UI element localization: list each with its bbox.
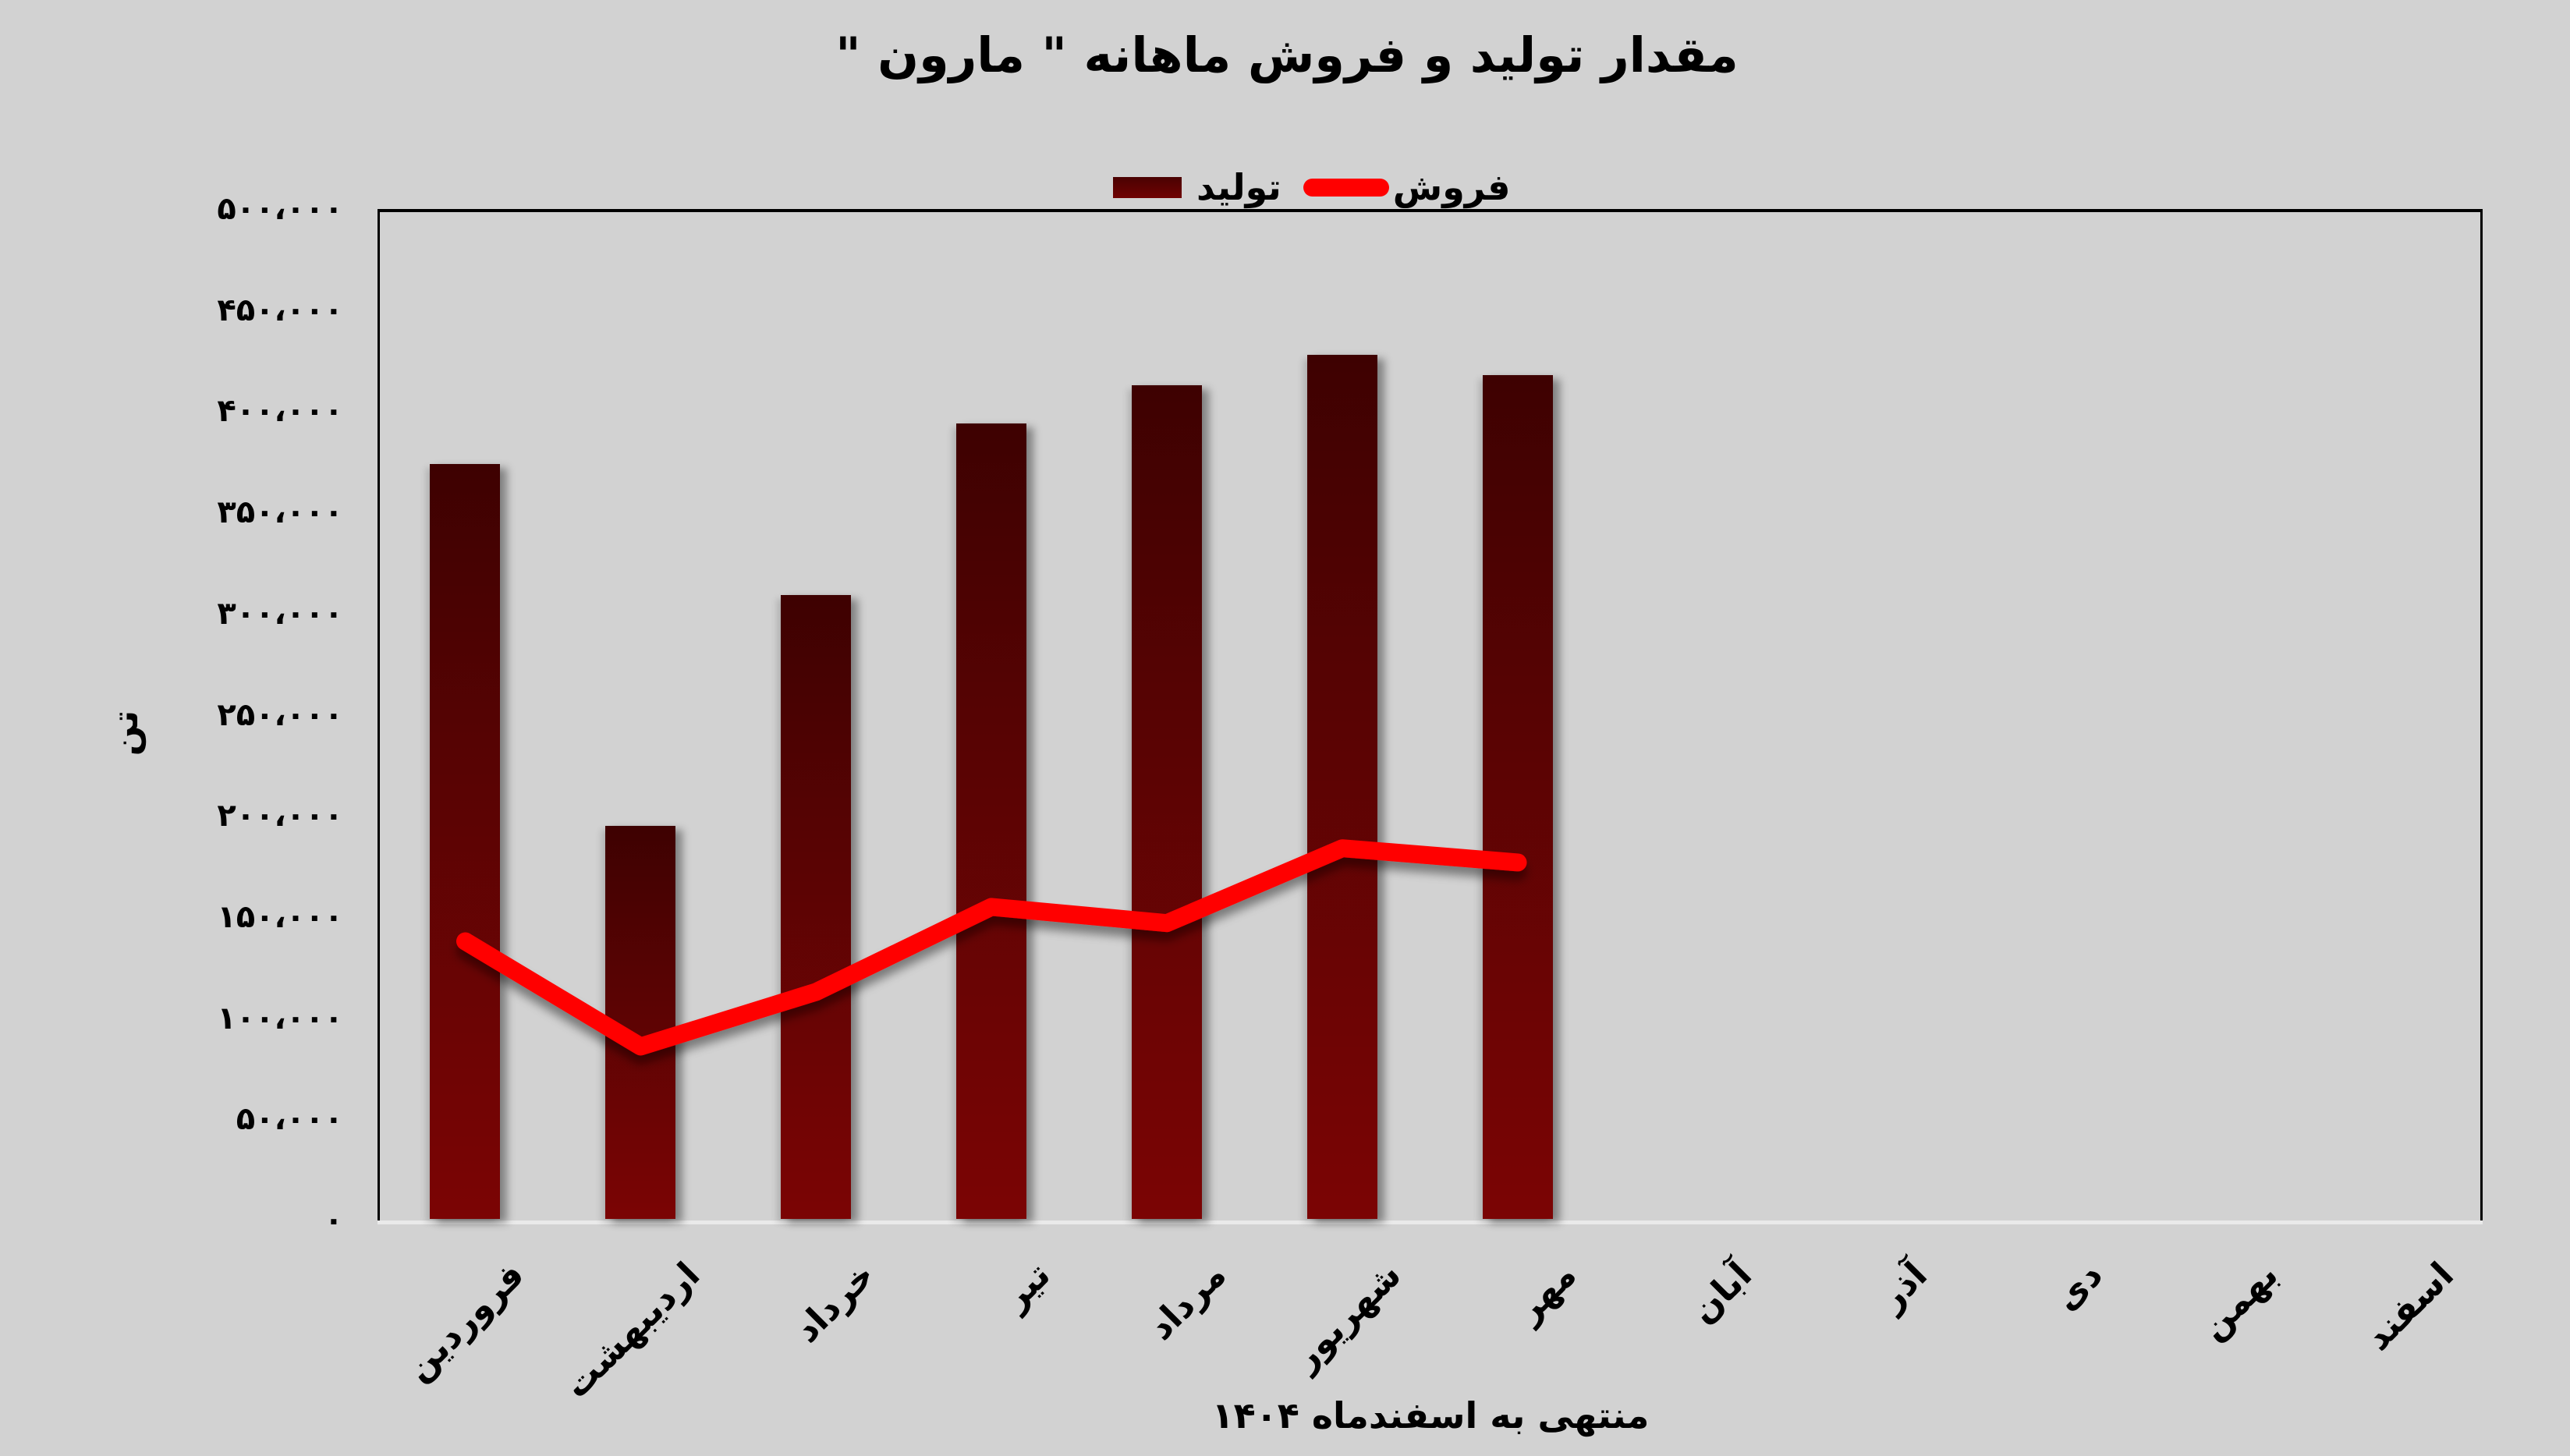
x-axis-baseline bbox=[378, 1220, 2483, 1224]
x-tick-label: مرداد bbox=[1140, 1254, 1234, 1348]
y-axis-title: تن bbox=[104, 710, 146, 756]
y-tick-label: ۳۰۰،۰۰۰ bbox=[217, 595, 343, 632]
production-bar-مرداد bbox=[1132, 384, 1203, 1219]
x-tick-label: آبان bbox=[1682, 1254, 1760, 1332]
x-tick-label: خرداد bbox=[785, 1254, 883, 1351]
plot-area bbox=[378, 209, 2483, 1220]
production-legend-swatch bbox=[1113, 176, 1182, 198]
production-bar-تیر bbox=[956, 423, 1027, 1219]
x-tick-label: دی bbox=[2046, 1254, 2111, 1319]
y-tick-label: ۴۰۰،۰۰۰ bbox=[217, 393, 343, 430]
x-tick-label: فروردین bbox=[396, 1254, 532, 1390]
footer-note: منتهی به اسفندماه ۱۴۰۴ bbox=[1211, 1394, 1650, 1437]
y-tick-label: ۰ bbox=[324, 1203, 343, 1238]
y-tick-label: ۲۰۰،۰۰۰ bbox=[217, 798, 343, 834]
chart-title: مقدار تولید و فروش ماهانه " مارون " bbox=[835, 27, 1739, 83]
x-tick-label: مهر bbox=[1508, 1254, 1585, 1330]
y-tick-label: ۲۵۰،۰۰۰ bbox=[217, 696, 343, 733]
y-tick-label: ۳۵۰،۰۰۰ bbox=[217, 494, 343, 531]
y-tick-label: ۱۰۰،۰۰۰ bbox=[217, 1000, 343, 1036]
y-tick-label: ۵۰۰،۰۰۰ bbox=[217, 191, 343, 227]
x-tick-label: شهریور bbox=[1284, 1254, 1409, 1379]
x-tick-label: آذر bbox=[1870, 1254, 1936, 1320]
production-bar-خرداد bbox=[781, 595, 852, 1219]
x-tick-label: اردیبهشت bbox=[555, 1254, 707, 1407]
x-tick-label: بهمن bbox=[2192, 1254, 2287, 1348]
y-tick-label: ۱۵۰،۰۰۰ bbox=[217, 898, 343, 935]
y-tick-label: ۵۰،۰۰۰ bbox=[236, 1101, 343, 1138]
production-bar-مهر bbox=[1482, 374, 1553, 1219]
production-legend-label: تولید bbox=[1196, 166, 1281, 208]
x-tick-label: تیر bbox=[994, 1254, 1058, 1319]
production-bar-اردیبهشت bbox=[605, 826, 676, 1219]
sales-legend-swatch bbox=[1303, 178, 1389, 197]
production-bar-فروردین bbox=[430, 463, 501, 1219]
y-tick-label: ۴۵۰،۰۰۰ bbox=[217, 292, 343, 328]
sales-legend-label: فروش bbox=[1392, 166, 1511, 208]
legend: تولید فروش bbox=[1113, 166, 1511, 208]
x-tick-label: اسفند bbox=[2357, 1254, 2462, 1359]
production-bar-شهریور bbox=[1307, 354, 1378, 1219]
